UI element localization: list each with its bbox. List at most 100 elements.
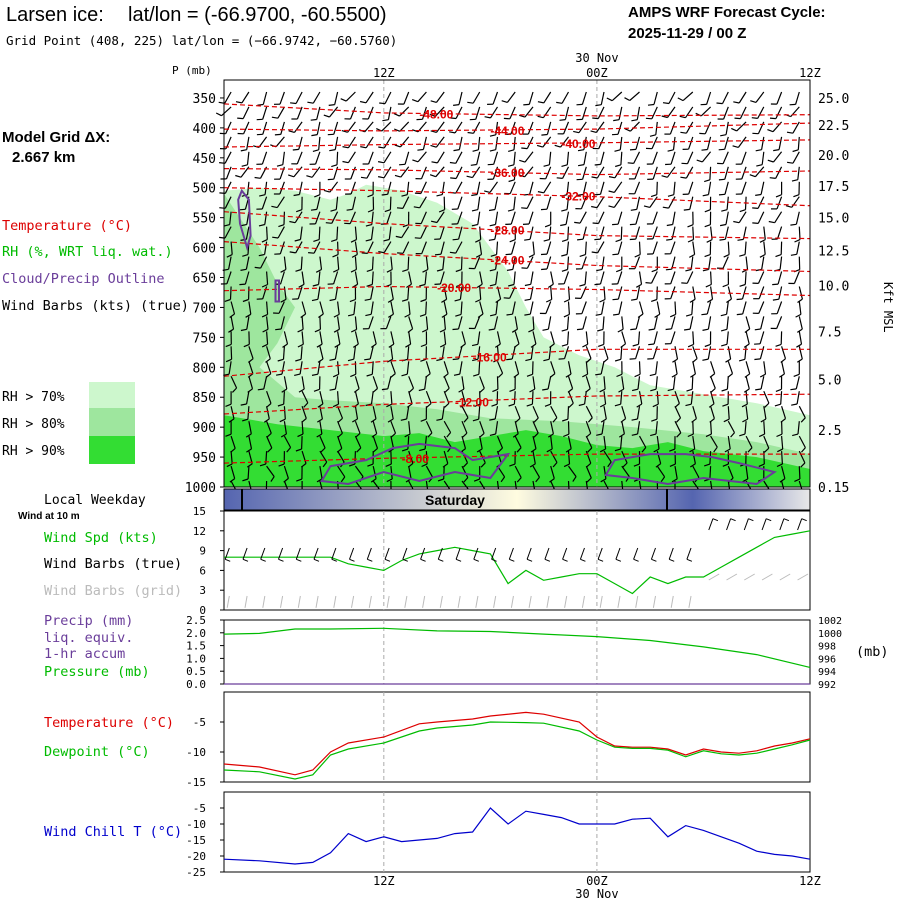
wind-barb (601, 256, 605, 270)
wind-barb-flag (225, 433, 232, 437)
wind-barb (514, 361, 520, 375)
isotherm-line (223, 241, 811, 273)
wind-barb (653, 331, 658, 345)
wind-barb-flag (311, 134, 318, 137)
wind-barb-flag (282, 343, 288, 348)
wind-barb-flag (473, 373, 480, 377)
wind-barb-flag (768, 220, 775, 224)
wind-barb (301, 436, 303, 450)
wind-barb (372, 435, 379, 449)
wind-barb (353, 346, 356, 360)
pressure-tick-label: 1000 (185, 481, 216, 496)
wind-barb (578, 121, 587, 134)
wind-barb (656, 181, 658, 195)
wind-barb-true (349, 547, 355, 560)
wind-barb (349, 106, 356, 120)
wind-barb (280, 271, 285, 285)
wind-barb (368, 151, 374, 165)
wind-barb-flag (280, 433, 287, 438)
wind-barb (425, 256, 429, 270)
wind-barb-flag (797, 298, 803, 303)
wind-barb-flag (254, 266, 261, 269)
wind-barb-flag (295, 358, 302, 362)
wind-barb (345, 91, 356, 102)
y-tick-label: 6 (199, 564, 206, 577)
wind-barb-flag (655, 463, 662, 468)
wind-barb (796, 391, 800, 405)
wind-barb (725, 121, 729, 135)
wind-barb (280, 121, 285, 135)
wind-barb-flag (308, 252, 315, 254)
wind-barb-flag (475, 239, 481, 243)
wind-barb (436, 91, 445, 103)
wind-barb-flag (489, 149, 496, 152)
wind-barb (495, 301, 499, 315)
wind-barb-flag (791, 403, 798, 406)
wind-barb-flag (704, 224, 711, 228)
wind-barb-flag (378, 146, 385, 149)
wind-barb (478, 406, 481, 420)
wind-barb (266, 390, 272, 404)
wind-barb-flag (599, 388, 606, 393)
pressure-tick-label: 650 (193, 272, 216, 287)
wind-barb (585, 465, 592, 479)
wind-barb (350, 181, 356, 195)
wind-barb-flag (739, 433, 746, 437)
legend-dewpoint: Dewpoint (°C) (44, 744, 150, 760)
wind-barb (745, 466, 749, 479)
wind-barb-flag (488, 238, 495, 241)
wind-barb (282, 151, 285, 165)
wind-barb (383, 151, 392, 164)
wind-barb (599, 271, 605, 285)
wind-barb (390, 406, 394, 420)
wind-barb (655, 121, 658, 135)
wind-barb (266, 465, 275, 477)
y-tick-label: 15 (193, 505, 206, 518)
wind-barb (776, 91, 783, 105)
wind-barb (724, 226, 729, 240)
wind-barb-flag (235, 101, 243, 104)
wind-barb (260, 256, 268, 269)
wind-barb-flag (396, 207, 403, 209)
wind-barb-flag (271, 205, 278, 209)
wind-barb-flag (563, 433, 570, 438)
wind-barb-flag (552, 417, 558, 423)
wind-barb-flag (597, 328, 604, 332)
wind-barb-flag (624, 128, 631, 132)
wind-barb (245, 256, 250, 270)
wind-barb-flag (274, 133, 281, 136)
wind-barb-flag (552, 462, 558, 468)
model-grid-label: Model Grid ΔX: (2, 129, 110, 146)
height-tick-label: 7.5 (818, 325, 841, 340)
wind-barb (548, 151, 552, 165)
wind-barb-flag (509, 388, 516, 392)
wind-barb-flag (463, 477, 469, 483)
wind-barb (617, 286, 623, 300)
wind-barb-flag (613, 119, 620, 122)
wind-barb-flag (687, 239, 694, 243)
wind-barb (477, 211, 481, 225)
wind-barb-true (526, 547, 532, 560)
wind-barb (370, 286, 374, 300)
wind-barb (595, 121, 605, 133)
wind-barb-flag (294, 238, 301, 242)
wind-barb (383, 166, 392, 179)
wind-barb (721, 91, 729, 104)
wind-barb (532, 331, 537, 345)
wind-barb-flag (720, 134, 727, 137)
panel-frame (223, 691, 811, 783)
wind-barb-flag (722, 403, 729, 407)
wind-barb-flag (612, 253, 619, 256)
pressure-tick-label: 950 (193, 451, 216, 466)
wind-barb-flag (506, 358, 513, 361)
wind-barb-flag (365, 238, 372, 242)
wind-barb (597, 211, 605, 224)
wind-barb (283, 421, 287, 435)
wind-barb (514, 405, 521, 419)
wind-barb (688, 136, 694, 150)
wind-barb (300, 256, 303, 270)
wind-barb-flag (754, 328, 761, 331)
wind-barb (745, 406, 749, 420)
wind-barb-flag (723, 254, 730, 258)
wind-barb-flag (622, 462, 628, 468)
